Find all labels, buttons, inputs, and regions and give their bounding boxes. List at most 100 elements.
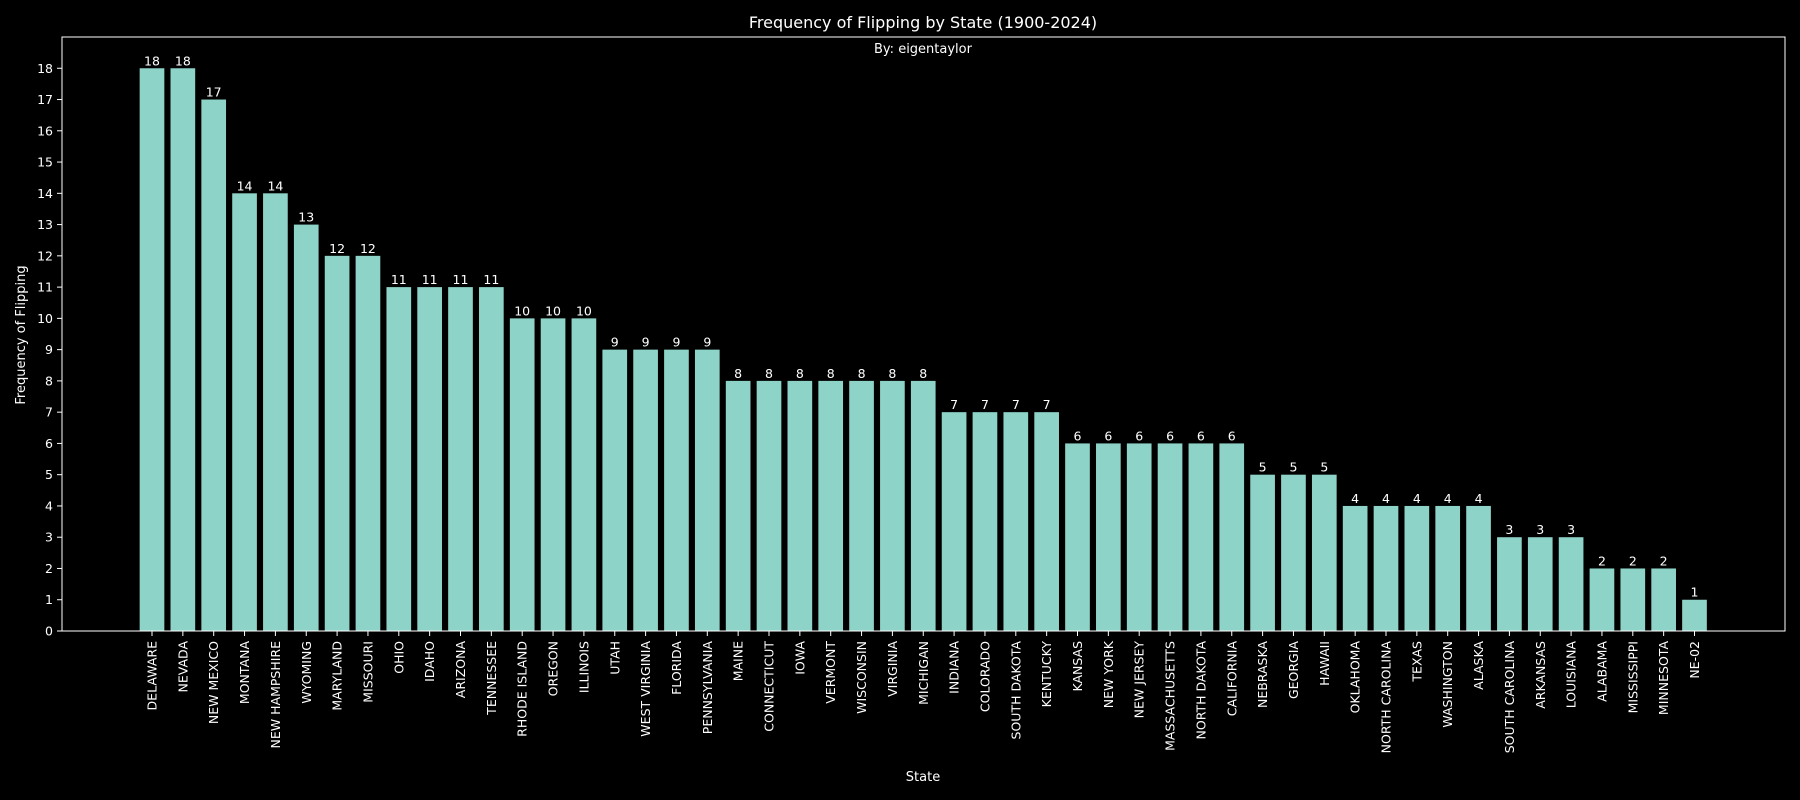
x-axis-label: State <box>906 770 940 785</box>
data-label: 6 <box>1135 428 1143 443</box>
y-tick-label: 16 <box>37 123 53 138</box>
x-tick-label: WISCONSIN <box>854 641 869 714</box>
x-tick-label: OREGON <box>546 641 561 696</box>
data-label: 3 <box>1505 522 1513 537</box>
x-tick-label: KENTUCKY <box>1039 641 1054 708</box>
bar <box>1311 474 1337 631</box>
bar <box>1620 568 1646 631</box>
x-tick-label: NEW MEXICO <box>206 641 221 724</box>
bar <box>201 99 227 631</box>
x-tick-label: NEBRASKA <box>1255 641 1270 708</box>
bar <box>1558 537 1584 631</box>
bar <box>1589 568 1615 631</box>
data-label: 6 <box>1228 428 1236 443</box>
y-tick-label: 8 <box>45 373 53 388</box>
bar <box>1527 537 1553 631</box>
x-tick-label: OKLAHOMA <box>1348 641 1363 714</box>
bar <box>293 224 319 631</box>
data-label: 8 <box>919 366 927 381</box>
bar <box>324 255 350 631</box>
y-tick-label: 7 <box>45 405 53 420</box>
bar <box>1682 599 1707 631</box>
data-label: 9 <box>611 335 619 350</box>
x-tick-label: PENNSYLVANIA <box>700 641 715 735</box>
x-tick-label: WEST VIRGINIA <box>638 641 653 737</box>
data-label: 4 <box>1382 491 1390 506</box>
data-label: 9 <box>642 335 650 350</box>
bar <box>787 380 813 631</box>
bar <box>602 349 628 631</box>
x-tick-label: SOUTH CAROLINA <box>1502 641 1517 754</box>
data-label: 7 <box>1012 397 1020 412</box>
bar <box>1497 537 1522 631</box>
bar <box>756 380 782 631</box>
y-tick-label: 13 <box>37 217 53 232</box>
x-tick-label: TENNESSEE <box>484 641 499 716</box>
x-tick-label: CALIFORNIA <box>1224 641 1239 717</box>
bar <box>1034 412 1059 631</box>
bar <box>263 193 288 631</box>
y-tick-label: 12 <box>37 248 53 263</box>
data-label: 2 <box>1629 553 1637 568</box>
data-label: 17 <box>206 85 222 100</box>
x-tick-label: TEXAS <box>1409 641 1424 683</box>
x-tick-label: ALASKA <box>1471 641 1486 690</box>
data-label: 12 <box>329 241 345 256</box>
bar <box>910 380 936 631</box>
bar <box>1435 505 1461 631</box>
data-label: 4 <box>1351 491 1359 506</box>
y-axis-label: Frequency of Flipping <box>14 265 29 404</box>
y-tick-label: 5 <box>45 467 53 482</box>
data-label: 2 <box>1598 553 1606 568</box>
data-label: 4 <box>1475 491 1483 506</box>
x-tick-label: MISSOURI <box>360 641 375 703</box>
bar <box>1003 412 1029 631</box>
x-tick-label: NORTH DAKOTA <box>1193 641 1208 740</box>
data-label: 8 <box>827 366 835 381</box>
data-label: 8 <box>888 366 896 381</box>
x-tick-label: WASHINGTON <box>1440 641 1455 728</box>
x-tick-label: MAINE <box>731 641 746 681</box>
x-tick-label: NE-02 <box>1687 641 1702 679</box>
bar <box>479 287 504 631</box>
bar <box>725 380 751 631</box>
bar <box>355 255 381 631</box>
x-tick-label: COLORADO <box>977 641 992 712</box>
x-tick-label: OHIO <box>391 641 406 674</box>
data-label: 6 <box>1166 428 1174 443</box>
y-tick-label: 11 <box>37 280 53 295</box>
bar <box>633 349 658 631</box>
bar <box>694 349 720 631</box>
x-tick-label: NORTH CAROLINA <box>1379 641 1394 754</box>
chart-title: Frequency of Flipping by State (1900-202… <box>749 13 1097 32</box>
x-tick-label: RHODE ISLAND <box>515 641 530 737</box>
bar <box>1342 505 1368 631</box>
y-tick-label: 1 <box>45 592 53 607</box>
bar <box>664 349 689 631</box>
x-tick-label: WYOMING <box>299 641 314 704</box>
y-tick-label: 6 <box>45 436 53 451</box>
x-tick-label: MONTANA <box>237 641 252 705</box>
bar <box>1096 443 1121 631</box>
bar <box>1065 443 1090 631</box>
bar <box>1373 505 1399 631</box>
x-tick-label: ARIZONA <box>453 641 468 699</box>
x-tick-label: MINNESOTA <box>1656 641 1671 716</box>
data-label: 8 <box>765 366 773 381</box>
bar <box>417 287 442 631</box>
x-tick-label: ARKANSAS <box>1533 641 1548 709</box>
bar <box>571 318 597 631</box>
bar <box>170 68 196 631</box>
x-tick-label: KANSAS <box>1070 641 1085 692</box>
x-tick-label: NEW JERSEY <box>1132 641 1147 719</box>
y-tick-label: 9 <box>45 342 53 357</box>
data-label: 7 <box>950 397 958 412</box>
x-tick-label: INDIANA <box>947 641 962 694</box>
bar <box>972 412 998 631</box>
x-tick-label: MISSISSIPPI <box>1625 641 1640 713</box>
data-label: 1 <box>1691 585 1699 600</box>
x-tick-label: CONNECTICUT <box>762 641 777 732</box>
x-tick-label: NEW HAMPSHIRE <box>268 641 283 749</box>
y-tick-label: 3 <box>45 530 53 545</box>
x-tick-label: VERMONT <box>823 641 838 704</box>
